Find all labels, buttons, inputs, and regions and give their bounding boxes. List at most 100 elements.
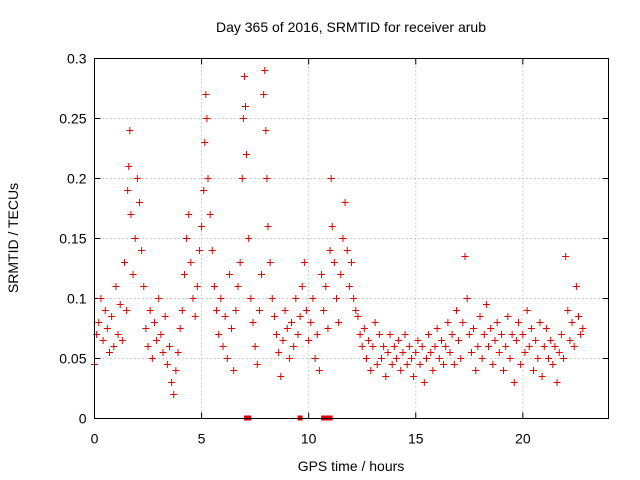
- data-point: [309, 295, 317, 302]
- y-tick-label: 0.2: [67, 171, 87, 187]
- data-point: [527, 325, 535, 332]
- data-point: [414, 337, 422, 344]
- data-point: [542, 325, 550, 332]
- data-point: [536, 319, 544, 326]
- data-point: [263, 175, 271, 182]
- data-point: [311, 355, 319, 362]
- data-point: [497, 331, 505, 338]
- data-point: [487, 325, 495, 332]
- plot-frame: [94, 58, 609, 419]
- data-point: [560, 355, 568, 362]
- data-point: [174, 349, 182, 356]
- data-point: [538, 373, 546, 380]
- data-point: [350, 295, 358, 302]
- data-point: [303, 307, 311, 314]
- data-point: [470, 325, 478, 332]
- data-point: [170, 391, 178, 398]
- data-point: [223, 355, 231, 362]
- data-point: [375, 331, 383, 338]
- data-point: [425, 331, 433, 338]
- data-point: [213, 307, 221, 314]
- data-point: [341, 199, 349, 206]
- data-point: [354, 313, 362, 320]
- data-point: [230, 367, 238, 374]
- data-point: [172, 367, 180, 374]
- y-tick-label: 0.25: [59, 111, 86, 127]
- data-point: [403, 361, 411, 368]
- x-tick-label: 5: [198, 431, 206, 447]
- data-point: [489, 361, 497, 368]
- data-point: [540, 343, 548, 350]
- data-point: [315, 367, 323, 374]
- data-point: [112, 283, 120, 290]
- data-point: [476, 313, 484, 320]
- data-point: [285, 355, 293, 362]
- data-point: [521, 349, 529, 356]
- data-point: [358, 343, 366, 350]
- data-point: [292, 295, 300, 302]
- data-point: [506, 355, 514, 362]
- chart-title: Day 365 of 2016, SRMTID for receiver aru…: [216, 19, 486, 35]
- data-point: [118, 337, 126, 344]
- data-point: [126, 127, 134, 134]
- data-point: [448, 331, 456, 338]
- data-point: [296, 313, 304, 320]
- data-point: [253, 361, 261, 368]
- data-points: [91, 67, 587, 398]
- data-point: [328, 223, 336, 230]
- data-point: [532, 337, 540, 344]
- data-point: [243, 151, 251, 158]
- data-point: [467, 349, 475, 356]
- data-point: [183, 235, 191, 242]
- data-point: [110, 343, 118, 350]
- data-point: [219, 343, 227, 350]
- data-point: [517, 361, 525, 368]
- data-point: [298, 283, 306, 290]
- data-point: [225, 271, 233, 278]
- data-point: [427, 349, 435, 356]
- data-point: [240, 73, 248, 80]
- data-point: [281, 307, 289, 314]
- data-point: [195, 247, 203, 254]
- data-point: [570, 343, 578, 350]
- data-point: [157, 331, 165, 338]
- data-point: [210, 283, 218, 290]
- data-point: [500, 367, 508, 374]
- data-point: [249, 319, 257, 326]
- data-point: [260, 91, 268, 98]
- data-point: [135, 199, 143, 206]
- y-tick-label: 0.3: [67, 51, 87, 67]
- data-point: [129, 271, 137, 278]
- data-point: [395, 337, 403, 344]
- data-point: [279, 337, 287, 344]
- data-point: [465, 331, 473, 338]
- data-point: [399, 349, 407, 356]
- data-point: [322, 283, 330, 290]
- y-tick-label: 0.1: [67, 291, 87, 307]
- data-point: [305, 337, 313, 344]
- data-point: [491, 337, 499, 344]
- data-point: [510, 379, 518, 386]
- data-point: [365, 337, 373, 344]
- data-point: [131, 235, 139, 242]
- data-point: [144, 343, 152, 350]
- data-point: [318, 271, 326, 278]
- data-point: [266, 259, 274, 266]
- data-point: [356, 331, 364, 338]
- data-point: [422, 355, 430, 362]
- data-point: [101, 307, 109, 314]
- data-point: [241, 103, 249, 110]
- data-point: [146, 307, 154, 314]
- data-point: [390, 343, 398, 350]
- data-point: [138, 247, 146, 254]
- grid: [94, 58, 609, 419]
- data-point: [482, 301, 490, 308]
- data-point: [234, 283, 242, 290]
- data-point: [435, 355, 443, 362]
- data-point: [159, 349, 167, 356]
- data-point: [452, 307, 460, 314]
- data-point: [330, 259, 338, 266]
- data-point: [339, 235, 347, 242]
- data-point: [345, 283, 353, 290]
- data-point: [367, 367, 375, 374]
